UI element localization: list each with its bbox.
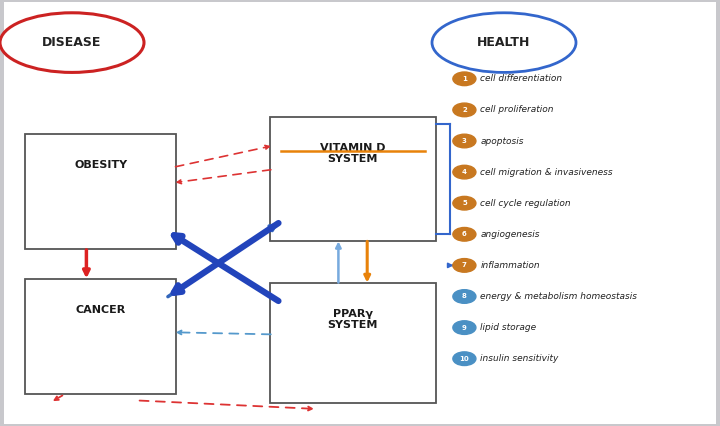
Circle shape — [453, 321, 476, 334]
Text: 8: 8 — [462, 294, 467, 299]
FancyBboxPatch shape — [25, 279, 176, 394]
Text: DISEASE: DISEASE — [42, 36, 102, 49]
Ellipse shape — [0, 13, 144, 72]
Text: HEALTH: HEALTH — [477, 36, 531, 49]
Text: 5: 5 — [462, 200, 467, 206]
Circle shape — [453, 72, 476, 86]
Text: lipid storage: lipid storage — [480, 323, 536, 332]
Text: 10: 10 — [459, 356, 469, 362]
Text: 3: 3 — [462, 138, 467, 144]
Text: cell differentiation: cell differentiation — [480, 74, 562, 83]
Text: 1: 1 — [462, 76, 467, 82]
Circle shape — [453, 103, 476, 117]
Text: PPARγ
SYSTEM: PPARγ SYSTEM — [328, 309, 378, 331]
Text: cell cycle regulation: cell cycle regulation — [480, 199, 571, 208]
Text: 4: 4 — [462, 169, 467, 175]
FancyBboxPatch shape — [25, 134, 176, 249]
Circle shape — [453, 352, 476, 366]
Text: 6: 6 — [462, 231, 467, 237]
Circle shape — [453, 134, 476, 148]
Text: VITAMIN D
SYSTEM: VITAMIN D SYSTEM — [320, 143, 385, 164]
Text: insulin sensitivity: insulin sensitivity — [480, 354, 559, 363]
Text: energy & metabolism homeostasis: energy & metabolism homeostasis — [480, 292, 637, 301]
Circle shape — [453, 290, 476, 303]
Text: 2: 2 — [462, 107, 467, 113]
Text: angiogenesis: angiogenesis — [480, 230, 540, 239]
FancyBboxPatch shape — [270, 283, 436, 403]
Text: CANCER: CANCER — [76, 305, 126, 314]
Text: 9: 9 — [462, 325, 467, 331]
Ellipse shape — [432, 13, 576, 72]
Text: 7: 7 — [462, 262, 467, 268]
Text: cell migration & invasiveness: cell migration & invasiveness — [480, 167, 613, 177]
FancyBboxPatch shape — [270, 117, 436, 241]
Text: OBESITY: OBESITY — [74, 160, 127, 170]
Circle shape — [453, 165, 476, 179]
Circle shape — [453, 227, 476, 241]
Circle shape — [453, 196, 476, 210]
FancyBboxPatch shape — [4, 2, 716, 424]
Text: inflammation: inflammation — [480, 261, 540, 270]
Text: apoptosis: apoptosis — [480, 136, 523, 146]
Text: cell proliferation: cell proliferation — [480, 105, 554, 115]
Circle shape — [453, 259, 476, 272]
